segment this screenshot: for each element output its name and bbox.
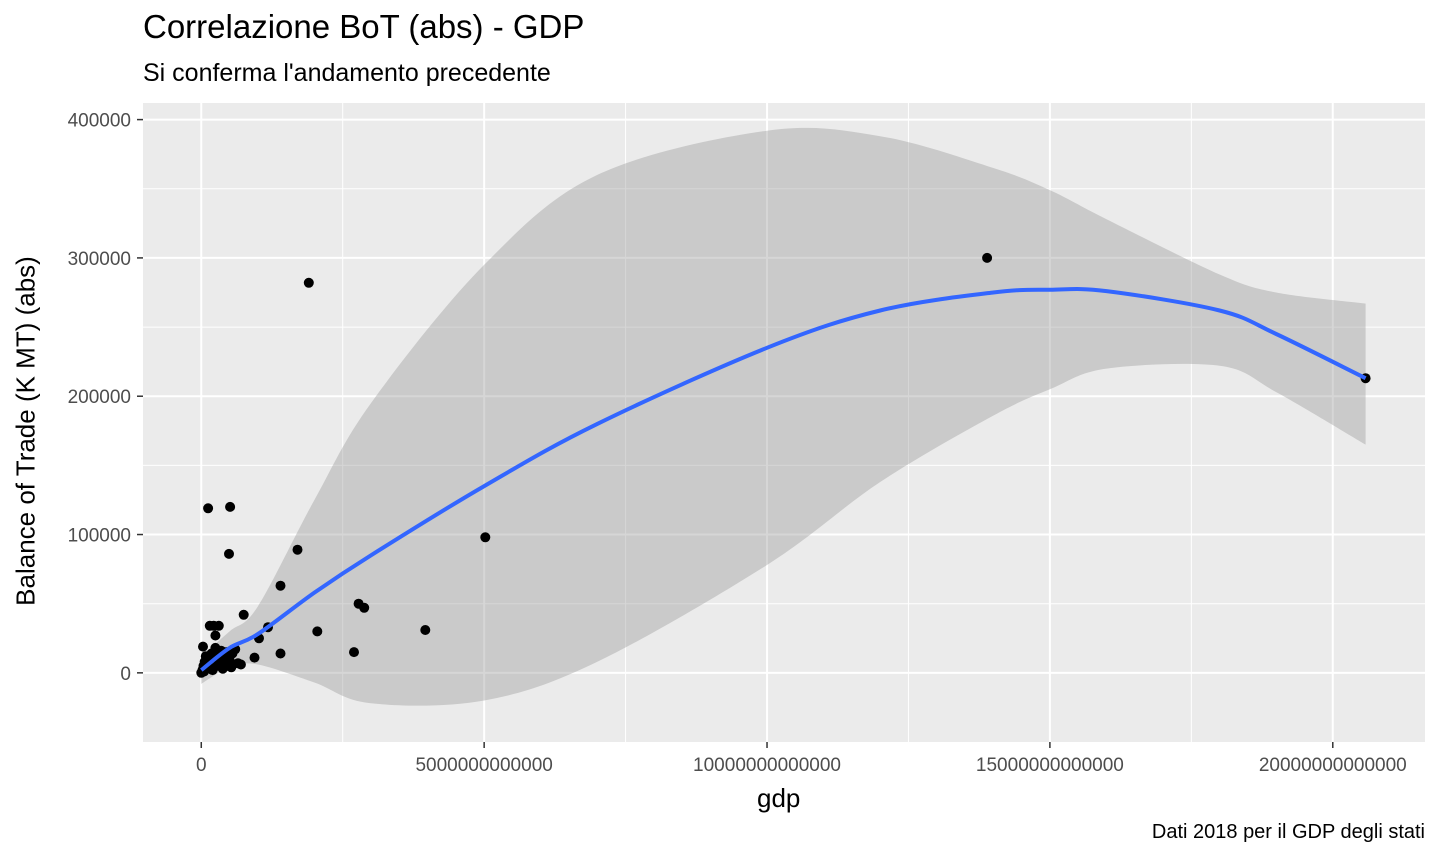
x-axis-label: gdp bbox=[757, 783, 801, 813]
data-point bbox=[292, 544, 303, 555]
data-point bbox=[312, 626, 323, 637]
data-point bbox=[982, 252, 993, 263]
x-tick-label: 5000000000000 bbox=[415, 755, 552, 776]
x-tick-label: 15000000000000 bbox=[976, 755, 1124, 776]
smooth-line bbox=[200, 287, 1367, 672]
data-point bbox=[198, 641, 208, 652]
data-point bbox=[275, 580, 286, 591]
y-axis-label: Balance of Trade (K MT) (abs) bbox=[10, 256, 41, 606]
data-point bbox=[349, 647, 359, 658]
chart-subtitle: Si conferma l'andamento precedente bbox=[143, 59, 551, 87]
data-point bbox=[238, 609, 249, 620]
chart-caption: Dati 2018 per il GDP degli stati bbox=[1151, 821, 1425, 843]
data-point bbox=[213, 620, 224, 631]
y-tick-label: 200000 bbox=[68, 387, 131, 408]
data-point bbox=[249, 652, 260, 663]
y-tick-label: 0 bbox=[120, 664, 131, 685]
confidence-ribbon bbox=[201, 127, 1366, 706]
data-point bbox=[224, 548, 234, 559]
data-point bbox=[359, 602, 370, 613]
data-point bbox=[235, 659, 246, 670]
plot-panel bbox=[143, 103, 1425, 742]
data-point bbox=[303, 277, 314, 288]
y-axis: 0 100000 200000 300000 400000 bbox=[68, 111, 143, 685]
x-tick-label: 10000000000000 bbox=[693, 755, 841, 776]
data-point bbox=[480, 532, 491, 543]
data-point bbox=[210, 630, 221, 641]
data-point bbox=[275, 648, 286, 659]
y-tick-label: 300000 bbox=[68, 249, 131, 270]
y-tick-label: 100000 bbox=[68, 526, 131, 547]
data-point bbox=[203, 503, 214, 514]
grid-major bbox=[143, 103, 1425, 742]
x-axis: 0 5000000000000 10000000000000 150000000000… bbox=[196, 742, 1407, 776]
chart-title: Correlazione BoT (abs) - GDP bbox=[143, 8, 585, 45]
data-point bbox=[420, 625, 431, 635]
data-point bbox=[225, 501, 236, 512]
x-tick-label: 0 bbox=[196, 755, 207, 776]
y-tick-label: 400000 bbox=[68, 111, 131, 132]
x-tick-label: 20000000000000 bbox=[1259, 755, 1407, 776]
